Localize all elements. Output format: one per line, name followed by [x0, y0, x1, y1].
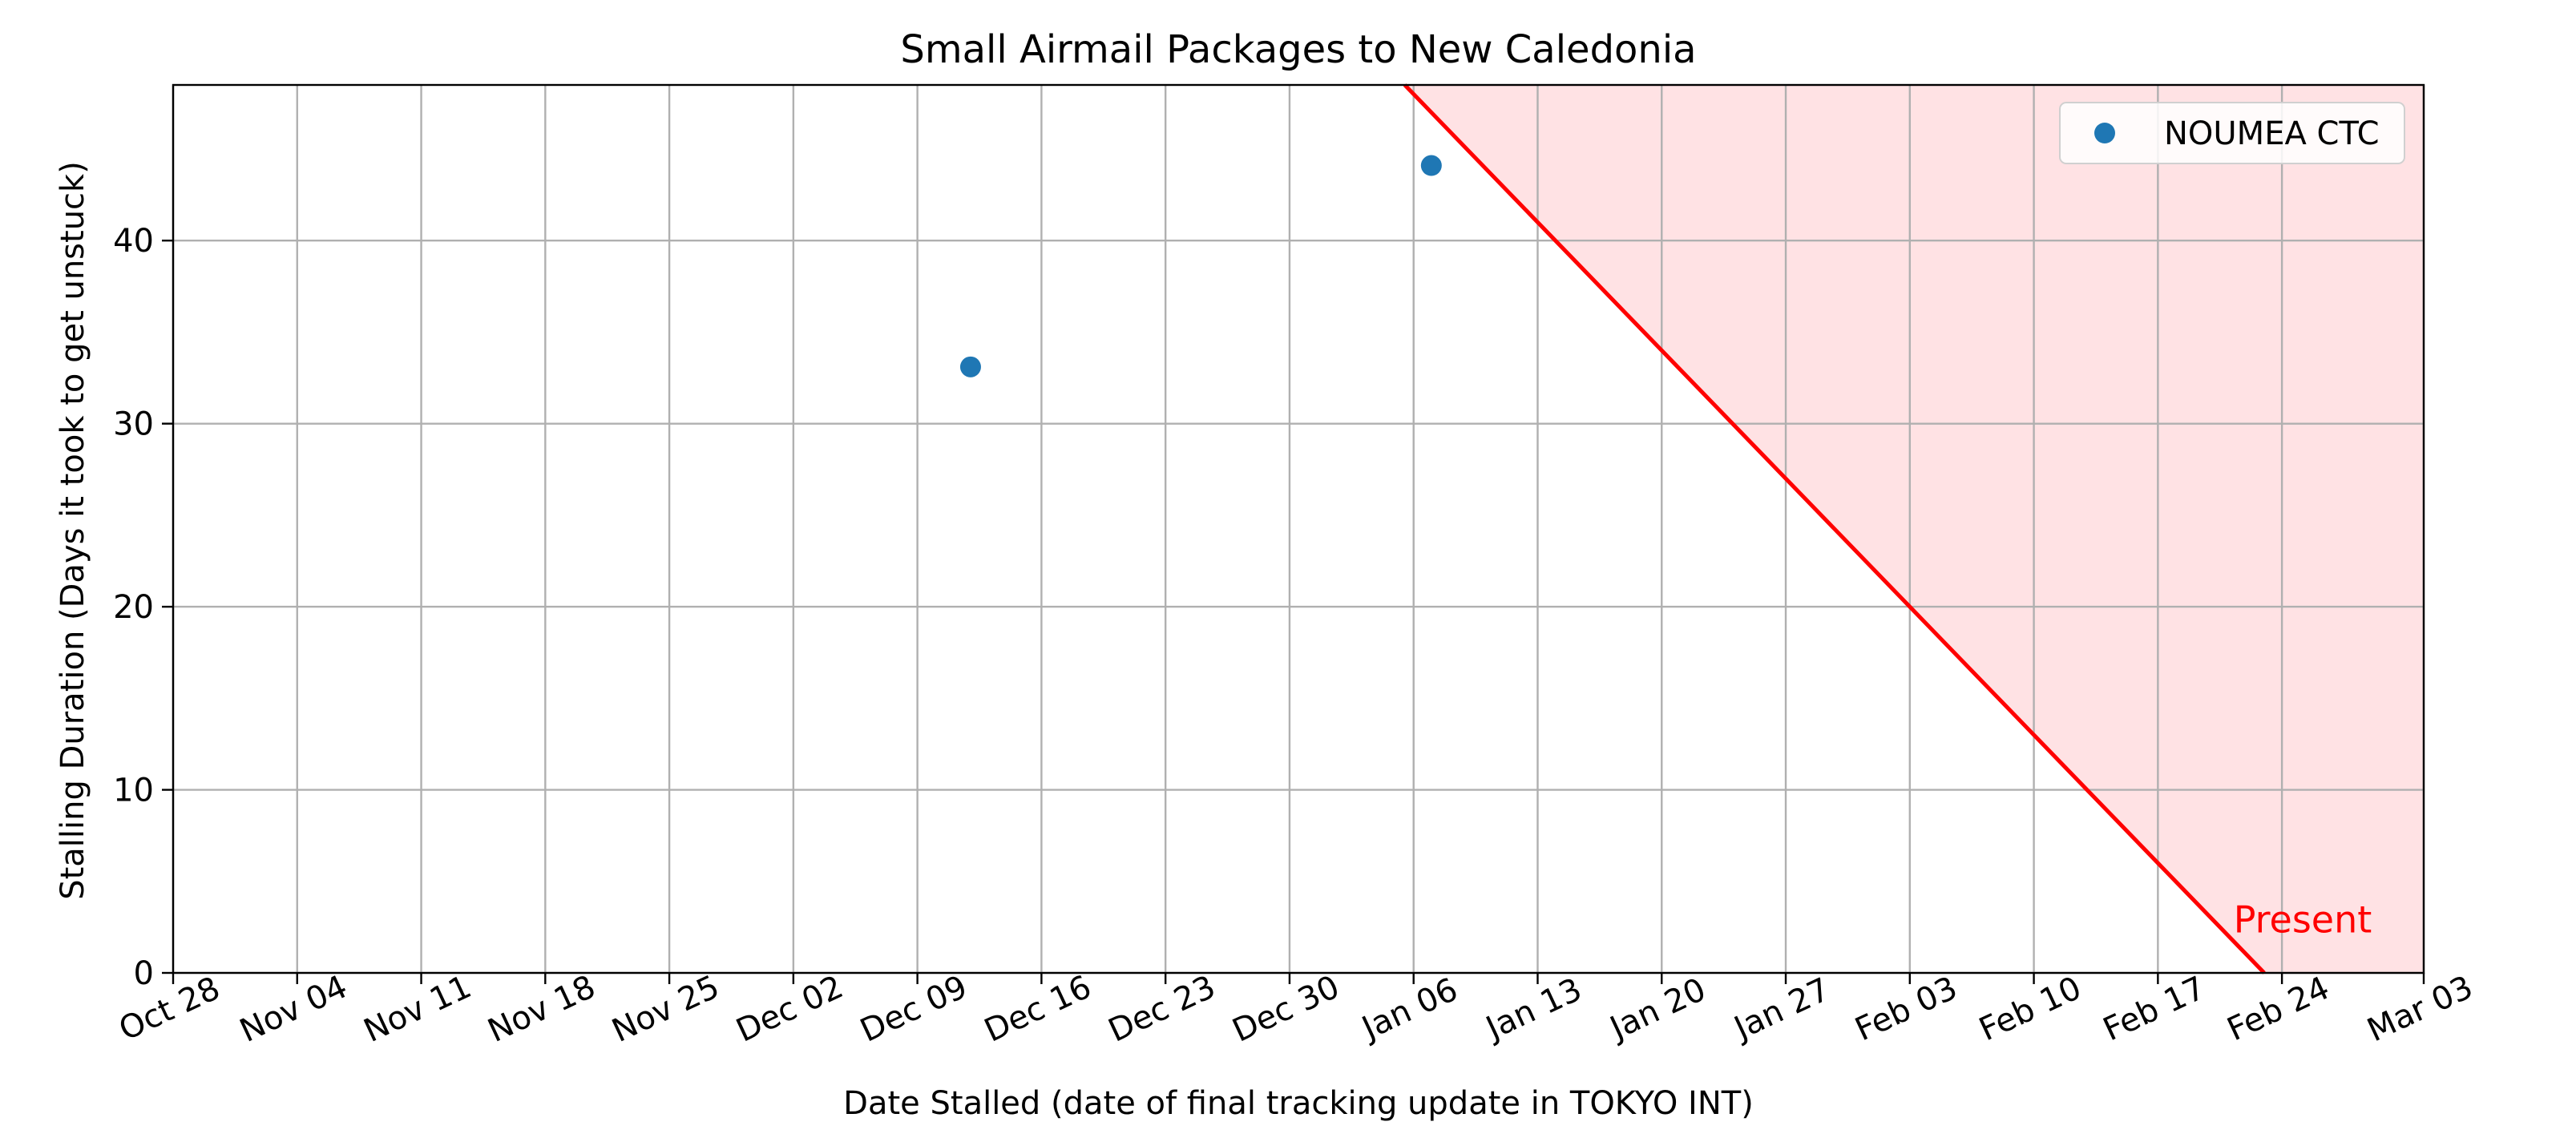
plot-frame — [172, 83, 2425, 975]
y-tick-label-10: 10 — [113, 773, 154, 809]
present-label: Present — [2234, 898, 2372, 942]
present-line-layer — [1403, 83, 2266, 975]
y-axis-title: Stalling Duration (Days it took to get u… — [55, 161, 91, 900]
scatter-point-0-0 — [959, 356, 981, 377]
scatter-points — [959, 155, 1442, 377]
chart-title: Small Airmail Packages to New Caledonia — [900, 27, 1696, 72]
scatter-point-0-1 — [1420, 155, 1442, 176]
y-tick-label-30: 30 — [113, 406, 154, 443]
y-axis-ticks: 0 10 20 30 40 — [113, 223, 173, 992]
x-axis-title: Date Stalled (date of final tracking upd… — [843, 1085, 1754, 1122]
future-region — [1404, 85, 2424, 973]
legend-label-noumea-ctc: NOUMEA CTC — [2164, 115, 2380, 152]
y-tick-label-40: 40 — [113, 223, 154, 260]
legend-marker — [2094, 123, 2115, 143]
future-region-shade — [1404, 85, 2424, 973]
y-tick-label-20: 20 — [113, 589, 154, 626]
legend: NOUMEA CTC — [2059, 102, 2405, 164]
present-line — [1403, 83, 2266, 975]
legend-box — [2059, 102, 2405, 164]
y-tick-label-0: 0 — [134, 955, 154, 992]
